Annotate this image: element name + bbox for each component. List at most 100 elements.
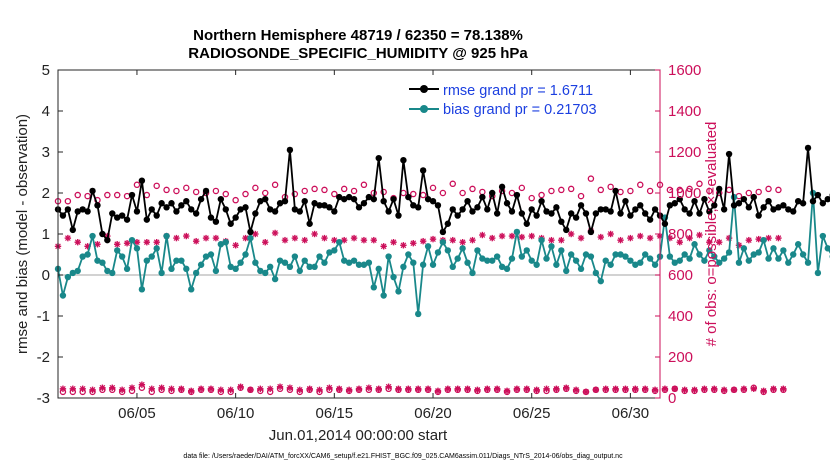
bias-point bbox=[365, 259, 373, 266]
bias-point bbox=[69, 269, 77, 277]
rmse-point bbox=[266, 206, 274, 213]
rmse-point bbox=[118, 212, 126, 219]
bias-point bbox=[454, 255, 461, 262]
rmse-point bbox=[188, 206, 195, 213]
bias-point bbox=[696, 251, 703, 258]
bias-point bbox=[123, 265, 131, 273]
evaluated-count-marker bbox=[434, 387, 442, 395]
bias-point bbox=[543, 255, 550, 262]
bias-point bbox=[385, 253, 392, 260]
rmse-point bbox=[202, 187, 210, 195]
possible-count-marker bbox=[429, 184, 437, 192]
bias-point bbox=[577, 265, 585, 273]
evaluated-count-marker bbox=[99, 384, 106, 391]
evaluated-count-marker bbox=[780, 385, 787, 392]
rmse-point bbox=[143, 216, 151, 223]
rmse-point bbox=[577, 202, 585, 209]
evaluated-count-marker bbox=[370, 236, 378, 244]
evaluated-count-marker bbox=[64, 234, 72, 242]
rmse-point bbox=[217, 195, 225, 203]
possible-count-marker bbox=[84, 192, 91, 200]
evaluated-count-marker bbox=[212, 234, 220, 242]
bias-point bbox=[794, 241, 802, 248]
evaluated-count-marker bbox=[770, 385, 777, 392]
bias-point bbox=[617, 251, 624, 258]
y-tick-label: 5 bbox=[42, 62, 50, 79]
rmse-point bbox=[548, 210, 555, 217]
bias-point bbox=[306, 263, 313, 270]
right-tick-label: 1600 bbox=[668, 62, 701, 79]
rmse-point bbox=[138, 177, 146, 184]
bias-point bbox=[424, 243, 432, 250]
bias-point bbox=[375, 265, 382, 273]
bias-point bbox=[202, 253, 210, 260]
rmse-point bbox=[760, 204, 767, 211]
bias-point bbox=[651, 261, 659, 268]
evaluated-count-marker bbox=[380, 243, 387, 250]
bias-point bbox=[770, 245, 777, 252]
evaluated-count-marker bbox=[262, 239, 269, 246]
possible-count-marker bbox=[74, 191, 81, 199]
possible-count-marker bbox=[469, 185, 476, 193]
rmse-point bbox=[671, 200, 679, 207]
rmse-point bbox=[281, 198, 289, 205]
possible-count-marker bbox=[350, 187, 358, 195]
evaluated-count-marker bbox=[79, 385, 86, 392]
bias-point bbox=[262, 269, 269, 277]
y-tick-label: -2 bbox=[37, 349, 50, 366]
rmse-point bbox=[326, 204, 333, 211]
bias-point bbox=[553, 261, 560, 268]
legend-rmse-label: rmse grand pr = 1.6711 bbox=[443, 83, 593, 99]
rmse-point bbox=[207, 214, 215, 221]
bias-point bbox=[745, 257, 753, 264]
bias-point bbox=[824, 245, 830, 252]
bias-point bbox=[286, 263, 294, 270]
rmse-point bbox=[232, 214, 239, 221]
possible-count-marker bbox=[627, 187, 634, 195]
bias-point bbox=[799, 251, 807, 258]
possible-count-marker bbox=[133, 181, 141, 189]
evaluated-count-marker bbox=[178, 385, 185, 392]
bias-point bbox=[814, 269, 822, 277]
evaluated-count-marker bbox=[691, 386, 698, 393]
evaluated-count-marker bbox=[365, 384, 373, 391]
bias-point bbox=[64, 273, 72, 281]
rmse-point bbox=[454, 212, 461, 219]
rmse-point bbox=[434, 202, 442, 209]
rmse-point bbox=[197, 195, 205, 203]
bias-point bbox=[489, 257, 496, 264]
rmse-point bbox=[740, 195, 748, 203]
bias-point bbox=[188, 286, 195, 293]
bias-point bbox=[257, 267, 264, 275]
bias-point bbox=[681, 251, 688, 258]
bias-point bbox=[340, 257, 348, 264]
rmse-point bbox=[474, 204, 481, 211]
bias-point bbox=[148, 253, 155, 260]
evaluated-count-marker bbox=[69, 385, 77, 392]
x-tick-label: 06/25 bbox=[513, 405, 551, 422]
legend-bias-marker bbox=[420, 105, 428, 113]
bias-point bbox=[597, 277, 604, 285]
rmse-point bbox=[252, 210, 259, 217]
rmse-point bbox=[99, 230, 106, 238]
bias-point bbox=[701, 257, 708, 264]
evaluated-count-marker bbox=[577, 234, 585, 242]
evaluated-count-marker bbox=[454, 385, 461, 392]
rmse-point bbox=[89, 187, 96, 195]
rmse-point bbox=[173, 208, 180, 215]
evaluated-count-marker bbox=[558, 236, 565, 244]
evaluated-count-marker bbox=[479, 231, 486, 239]
rmse-point bbox=[508, 208, 516, 215]
possible-count-marker bbox=[173, 187, 180, 195]
evaluated-count-marker bbox=[533, 386, 540, 393]
evaluated-count-marker bbox=[336, 385, 343, 392]
rmse-point bbox=[405, 193, 412, 201]
evaluated-count-marker bbox=[563, 384, 570, 391]
evaluated-count-marker bbox=[706, 239, 713, 246]
rmse-point bbox=[355, 204, 363, 211]
rmse-point bbox=[114, 214, 121, 221]
evaluated-count-marker bbox=[498, 232, 506, 240]
bias-point bbox=[355, 261, 363, 268]
evaluated-count-marker bbox=[197, 385, 205, 392]
bias-point bbox=[686, 255, 693, 262]
